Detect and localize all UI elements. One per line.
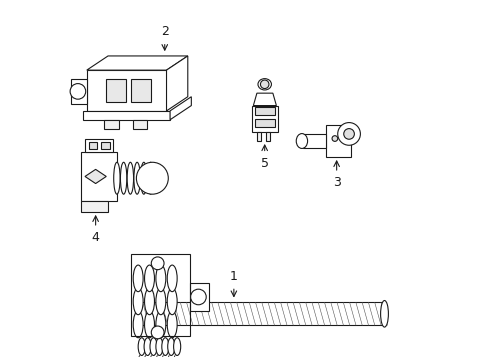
Circle shape [190, 289, 206, 305]
Ellipse shape [258, 78, 271, 90]
Ellipse shape [120, 162, 126, 194]
Text: 3: 3 [332, 176, 340, 189]
Ellipse shape [147, 162, 153, 194]
Polygon shape [255, 119, 274, 127]
Circle shape [70, 84, 85, 99]
Polygon shape [81, 201, 108, 212]
Ellipse shape [156, 311, 165, 338]
Ellipse shape [144, 311, 154, 338]
Polygon shape [81, 152, 117, 201]
Polygon shape [251, 105, 278, 132]
Circle shape [343, 129, 354, 139]
Text: 2: 2 [161, 25, 168, 38]
Polygon shape [133, 120, 147, 129]
Ellipse shape [167, 288, 177, 315]
Polygon shape [303, 134, 325, 148]
Polygon shape [106, 79, 125, 102]
Text: 1: 1 [229, 270, 237, 283]
Polygon shape [86, 56, 187, 70]
Polygon shape [253, 93, 276, 105]
Ellipse shape [138, 338, 145, 355]
Ellipse shape [141, 162, 147, 194]
Polygon shape [170, 97, 191, 120]
Text: 4: 4 [92, 231, 100, 244]
Polygon shape [255, 107, 274, 115]
Polygon shape [85, 169, 106, 184]
Polygon shape [256, 132, 261, 141]
Ellipse shape [173, 338, 181, 355]
Text: 5: 5 [260, 157, 268, 170]
Ellipse shape [134, 162, 140, 194]
Ellipse shape [167, 265, 177, 292]
Ellipse shape [127, 162, 133, 194]
Ellipse shape [144, 265, 154, 292]
Polygon shape [189, 283, 209, 311]
Ellipse shape [133, 265, 143, 292]
Polygon shape [85, 139, 113, 152]
Ellipse shape [162, 338, 168, 355]
Polygon shape [104, 120, 119, 129]
Polygon shape [83, 111, 170, 120]
Circle shape [337, 123, 360, 145]
Ellipse shape [114, 162, 120, 194]
Ellipse shape [167, 311, 177, 338]
Polygon shape [88, 142, 97, 149]
Ellipse shape [380, 301, 387, 327]
Polygon shape [166, 56, 187, 111]
Polygon shape [131, 79, 150, 102]
Ellipse shape [133, 288, 143, 315]
Polygon shape [265, 132, 269, 141]
Ellipse shape [150, 338, 157, 355]
Polygon shape [134, 302, 382, 325]
Ellipse shape [144, 288, 154, 315]
Polygon shape [86, 70, 166, 111]
Circle shape [136, 162, 168, 194]
Ellipse shape [167, 338, 174, 355]
Circle shape [331, 136, 337, 141]
Ellipse shape [133, 311, 143, 338]
Ellipse shape [156, 338, 163, 355]
Circle shape [151, 257, 163, 270]
Polygon shape [101, 142, 110, 149]
Circle shape [151, 326, 163, 339]
Ellipse shape [144, 338, 151, 355]
Ellipse shape [296, 134, 307, 148]
Circle shape [260, 80, 268, 89]
Polygon shape [325, 125, 350, 157]
Ellipse shape [156, 288, 165, 315]
Polygon shape [71, 79, 86, 104]
Ellipse shape [156, 265, 165, 292]
